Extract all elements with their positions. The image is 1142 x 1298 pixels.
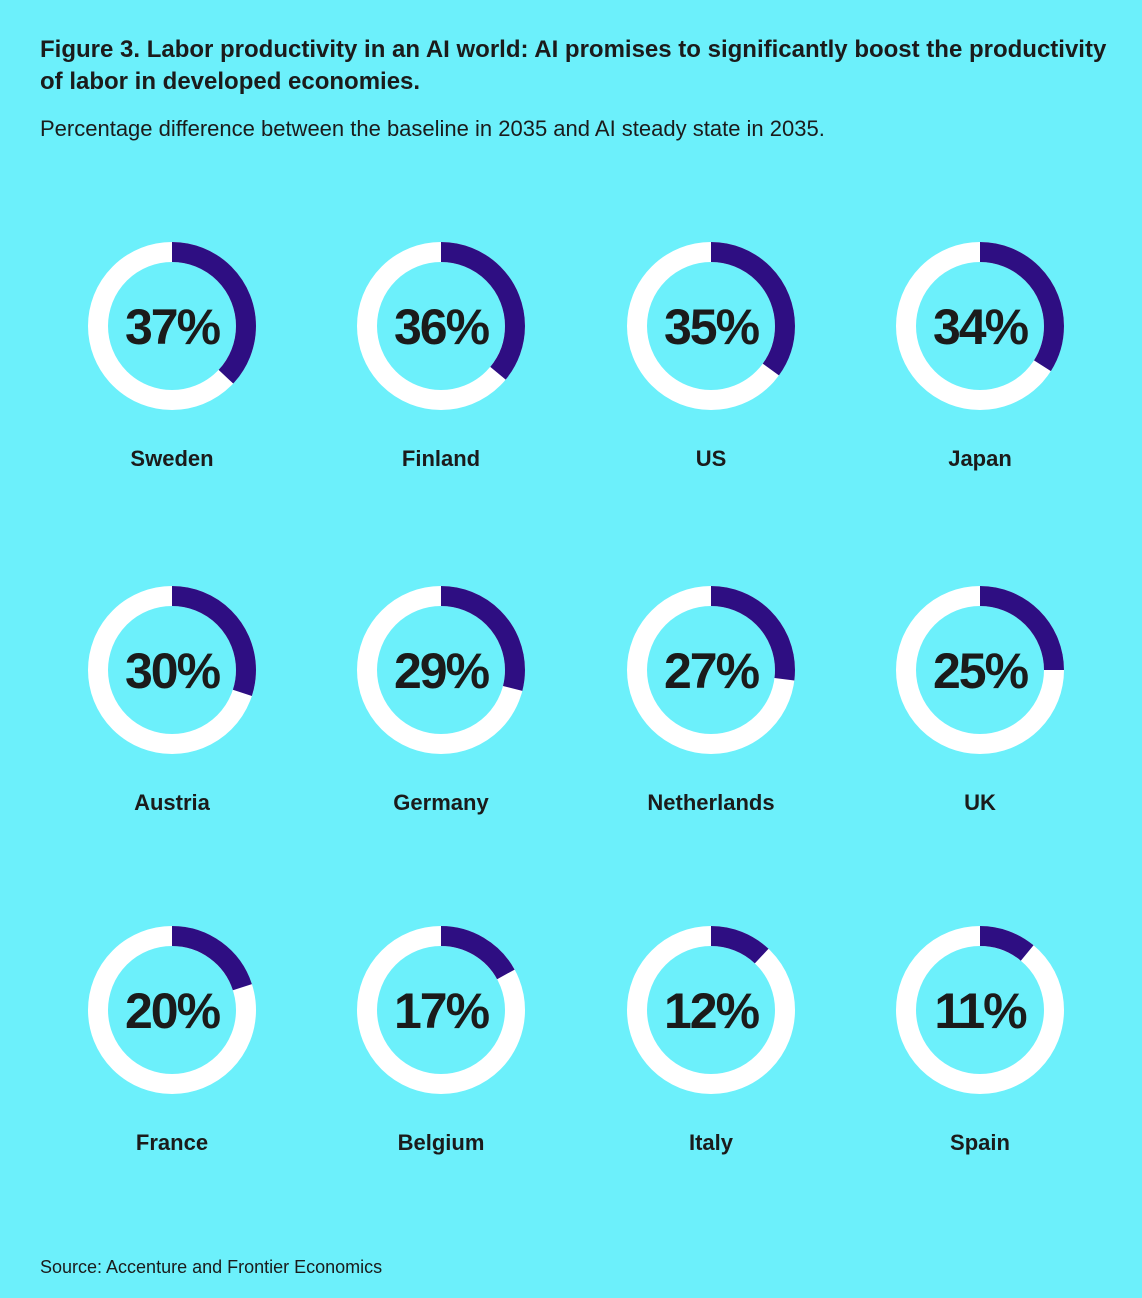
donut-chart <box>88 242 256 410</box>
donut-chart <box>88 586 256 754</box>
donut-item: 29% Germany <box>311 586 571 816</box>
donut-segment <box>357 586 525 754</box>
value-label: 11% <box>934 983 1027 1039</box>
donut-chart <box>357 242 525 410</box>
donut-segment <box>896 926 1064 1094</box>
value-label: 29% <box>393 643 490 699</box>
country-label: Finland <box>401 446 481 471</box>
country-label: Austria <box>134 790 210 815</box>
donut-chart <box>896 586 1064 754</box>
donut-segment <box>88 242 256 410</box>
donut-chart <box>896 926 1064 1094</box>
donut-item: 12% Italy <box>581 926 841 1156</box>
donut-segment <box>88 926 256 1094</box>
donut-chart <box>896 242 1064 410</box>
donut-segment <box>896 586 1064 754</box>
chart-subtitle: Percentage difference between the baseli… <box>40 116 825 141</box>
chart-title: Figure 3. Labor productivity in an AI wo… <box>40 36 1107 95</box>
donut-item: 35% US <box>581 242 841 472</box>
donut-item: 20% France <box>42 926 302 1156</box>
donut-chart <box>627 926 795 1094</box>
country-label: Netherlands <box>647 790 775 815</box>
donut-segment <box>627 586 795 754</box>
donut-segment <box>357 242 525 410</box>
donut-segment <box>896 242 1064 410</box>
value-label: 12% <box>663 983 760 1039</box>
country-label: Germany <box>393 790 489 815</box>
donut-chart <box>357 586 525 754</box>
country-label: UK <box>964 790 996 815</box>
value-label: 37% <box>124 299 221 355</box>
donut-item: 27% Netherlands <box>581 586 841 816</box>
donut-item: 30% Austria <box>42 586 302 816</box>
country-label: Italy <box>688 1130 734 1155</box>
value-label: 30% <box>124 643 221 699</box>
value-label: 35% <box>663 299 760 355</box>
donut-item: 11% Spain <box>850 926 1110 1156</box>
country-label: France <box>135 1130 209 1155</box>
value-label: 25% <box>932 643 1029 699</box>
value-label: 20% <box>124 983 221 1039</box>
donut-chart <box>627 586 795 754</box>
country-label: Spain <box>950 1130 1010 1155</box>
value-label: 36% <box>393 299 490 355</box>
value-label: 17% <box>393 983 490 1039</box>
donut-item: 34% Japan <box>850 242 1110 472</box>
donut-item: 17% Belgium <box>311 926 571 1156</box>
donut-item: 36% Finland <box>311 242 571 472</box>
donut-item: 37% Sweden <box>42 242 302 472</box>
country-label: US <box>695 446 727 471</box>
donut-segment <box>357 926 525 1094</box>
donut-segment <box>627 242 795 410</box>
donut-segment <box>88 586 256 754</box>
value-label: 34% <box>932 299 1029 355</box>
source-note: Source: Accenture and Frontier Economics <box>40 1257 383 1277</box>
donut-chart <box>627 242 795 410</box>
donut-chart <box>88 926 256 1094</box>
donut-chart <box>357 926 525 1094</box>
donut-item: 25% UK <box>850 586 1110 816</box>
country-label: Japan <box>948 446 1012 471</box>
country-label: Sweden <box>130 446 214 471</box>
country-label: Belgium <box>397 1130 485 1155</box>
donut-segment <box>627 926 795 1094</box>
value-label: 27% <box>663 643 760 699</box>
